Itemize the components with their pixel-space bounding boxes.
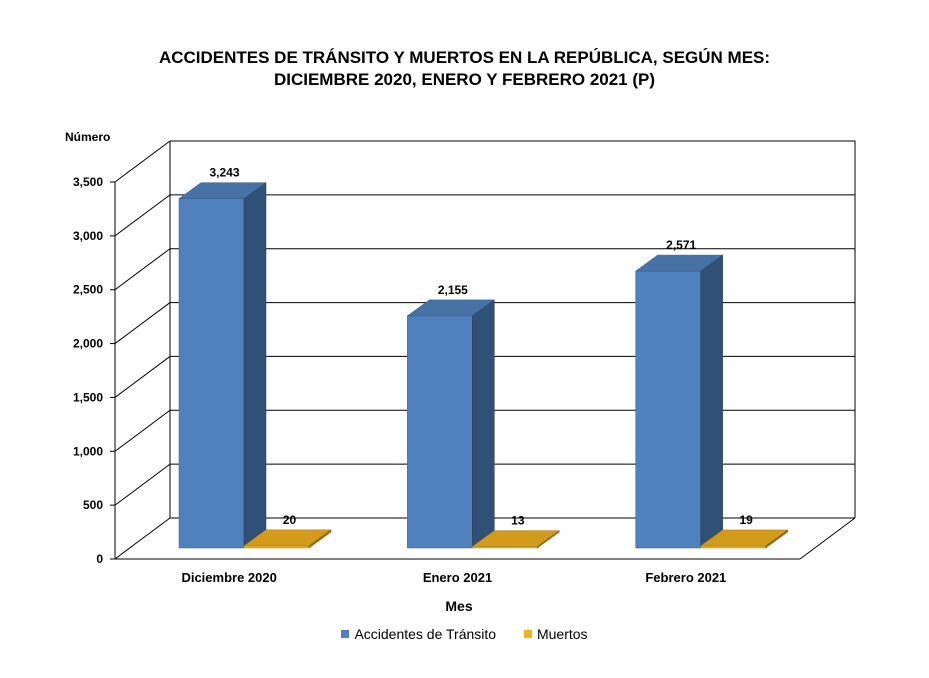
y-tick-label: 3,000: [73, 229, 103, 243]
y-tick-label: 2,500: [73, 283, 103, 297]
bar: [406, 299, 496, 549]
gridline-depth: [114, 517, 171, 560]
gridline-depth: [114, 356, 171, 398]
y-tick-label: 1,000: [73, 444, 103, 458]
bar: [243, 529, 332, 549]
legend-item-muertos: Muertos: [523, 626, 588, 642]
bar: [178, 182, 267, 549]
data-label: 2,571: [666, 238, 696, 252]
y-tick-label: 2,000: [73, 337, 103, 351]
data-label: 19: [739, 513, 753, 527]
bar: [699, 529, 789, 549]
chart-title: ACCIDENTES DE TRÁNSITO Y MUERTOS EN LA R…: [0, 47, 929, 91]
y-axis-label: Número: [65, 130, 110, 144]
bar-side: [308, 529, 332, 549]
bar-side: [700, 254, 723, 549]
gridlines: [110, 140, 855, 560]
bars: [178, 182, 789, 549]
y-tick-label: 0: [96, 552, 103, 566]
bar-side: [765, 529, 788, 549]
bar-front: [178, 198, 245, 549]
legend-swatch-accidentes: [341, 630, 350, 638]
y-tick-label: 500: [83, 498, 103, 512]
bar: [471, 530, 561, 549]
chart-title-line-1: ACCIDENTES DE TRÁNSITO Y MUERTOS EN LA R…: [158, 48, 771, 67]
data-labels: 3,243 20 2,155 13 2,571 19: [209, 166, 753, 528]
bar-front: [700, 545, 766, 549]
legend-item-accidentes: Accidentes de Tránsito: [341, 626, 496, 642]
x-tick-label: Enero 2021: [423, 570, 492, 585]
bar-front: [635, 270, 701, 549]
x-axis-ticks: Diciembre 2020 Enero 2021 Febrero 2021: [181, 570, 726, 585]
legend: Accidentes de Tránsito Muertos: [0, 625, 929, 642]
x-axis-label: Mes: [445, 598, 472, 614]
legend-label-accidentes: Accidentes de Tránsito: [354, 626, 497, 642]
back-wall: [170, 140, 856, 518]
bar-front: [407, 315, 473, 549]
gridline-depth: [114, 140, 171, 183]
data-label: 3,243: [209, 166, 239, 180]
x-tick-label: Diciembre 2020: [181, 570, 276, 585]
gridline-depth: [114, 463, 171, 506]
data-label: 20: [283, 513, 297, 527]
bar-side: [243, 182, 267, 549]
gridline-depth: [114, 302, 171, 344]
data-label: 2,155: [438, 283, 468, 297]
bar-side: [472, 299, 495, 549]
x-tick-label: Febrero 2021: [645, 570, 726, 585]
bar: [634, 254, 724, 549]
y-tick-label: 1,500: [73, 390, 103, 404]
y-tick-label: 3,500: [73, 175, 103, 189]
gridline-depth: [114, 248, 171, 291]
gridline-depth: [114, 409, 171, 452]
bar-front: [243, 545, 310, 549]
bar-side: [537, 530, 560, 549]
gridline-depth: [114, 194, 171, 237]
data-label: 13: [511, 514, 525, 528]
chart-title-line-2: DICIEMBRE 2020, ENERO Y FEBRERO 2021 (P): [273, 70, 656, 89]
legend-swatch-muertos: [523, 630, 532, 638]
legend-label-muertos: Muertos: [536, 626, 588, 642]
y-axis-ticks: 0 500 1,000 1,500 2,000 2,500 3,000 3,500: [73, 175, 103, 566]
floor-right-edge: [799, 517, 856, 560]
